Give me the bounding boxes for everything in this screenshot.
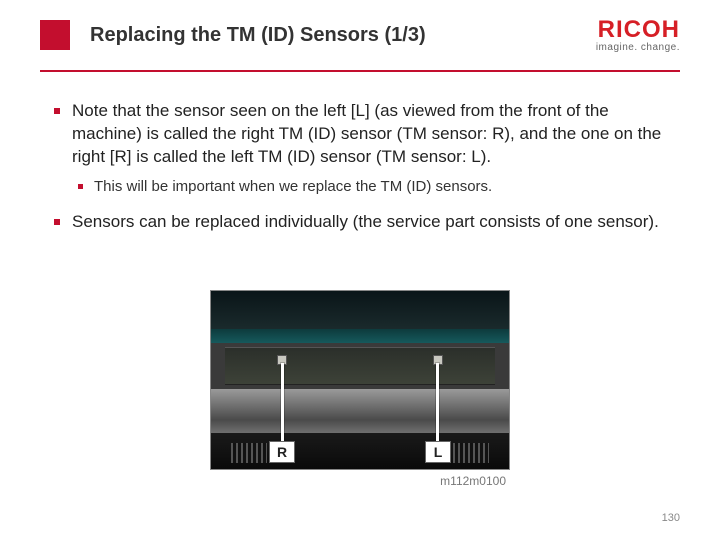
photo-region [211, 291, 509, 329]
figure-caption: m112m0100 [210, 474, 510, 488]
bullet-list: Note that the sensor seen on the left [L… [50, 100, 670, 234]
content-area: Note that the sensor seen on the left [L… [50, 100, 670, 248]
list-item: This will be important when we replace t… [72, 177, 670, 197]
callout-line [281, 363, 284, 443]
callout-label-r: R [269, 441, 295, 463]
photo-region [225, 347, 495, 385]
photo-region [453, 443, 489, 463]
bullet-text: Note that the sensor seen on the left [L… [72, 101, 661, 166]
sub-list: This will be important when we replace t… [72, 177, 670, 197]
slide-header: Replacing the TM (ID) Sensors (1/3) RICO… [0, 0, 720, 78]
accent-square [40, 20, 70, 50]
page-number: 130 [662, 512, 680, 524]
figure-container: R L m112m0100 [210, 290, 510, 488]
header-rule [40, 70, 680, 72]
page-title: Replacing the TM (ID) Sensors (1/3) [90, 24, 426, 47]
callout-label-l: L [425, 441, 451, 463]
list-item: Sensors can be replaced individually (th… [50, 211, 670, 234]
brand-logo: RICOH imagine. change. [596, 16, 680, 53]
logo-text: RICOH [596, 16, 680, 44]
list-item: Note that the sensor seen on the left [L… [50, 100, 670, 197]
photo-region [231, 443, 267, 463]
logo-tagline: imagine. change. [596, 42, 680, 53]
bullet-text: Sensors can be replaced individually (th… [72, 212, 659, 231]
sensor-photo: R L [210, 290, 510, 470]
bullet-text: This will be important when we replace t… [94, 178, 492, 195]
photo-region [211, 329, 509, 343]
photo-region [211, 389, 509, 433]
callout-line [436, 363, 439, 443]
